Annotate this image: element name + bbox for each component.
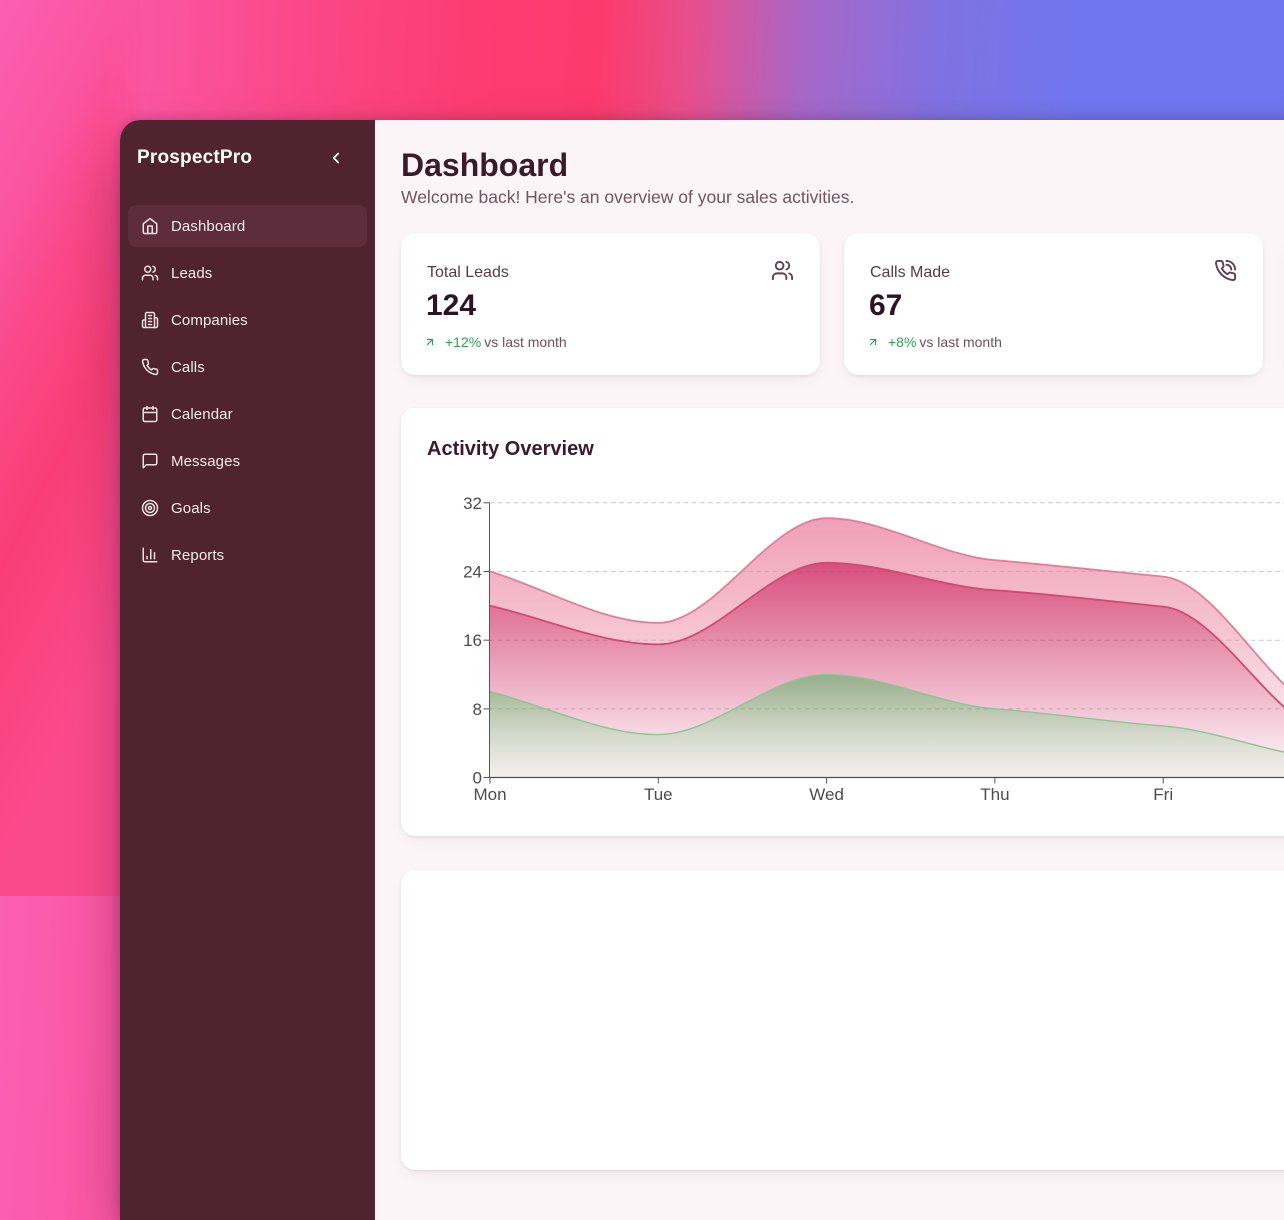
svg-text:0: 0 (473, 769, 482, 788)
svg-text:16: 16 (463, 631, 482, 650)
svg-text:8: 8 (473, 700, 482, 719)
svg-text:Tue: Tue (644, 785, 673, 804)
svg-text:Mon: Mon (473, 785, 506, 804)
svg-text:Wed: Wed (809, 785, 844, 804)
svg-text:24: 24 (463, 563, 482, 582)
svg-text:Thu: Thu (980, 785, 1009, 804)
svg-text:Fri: Fri (1153, 785, 1173, 804)
svg-text:32: 32 (463, 494, 482, 513)
